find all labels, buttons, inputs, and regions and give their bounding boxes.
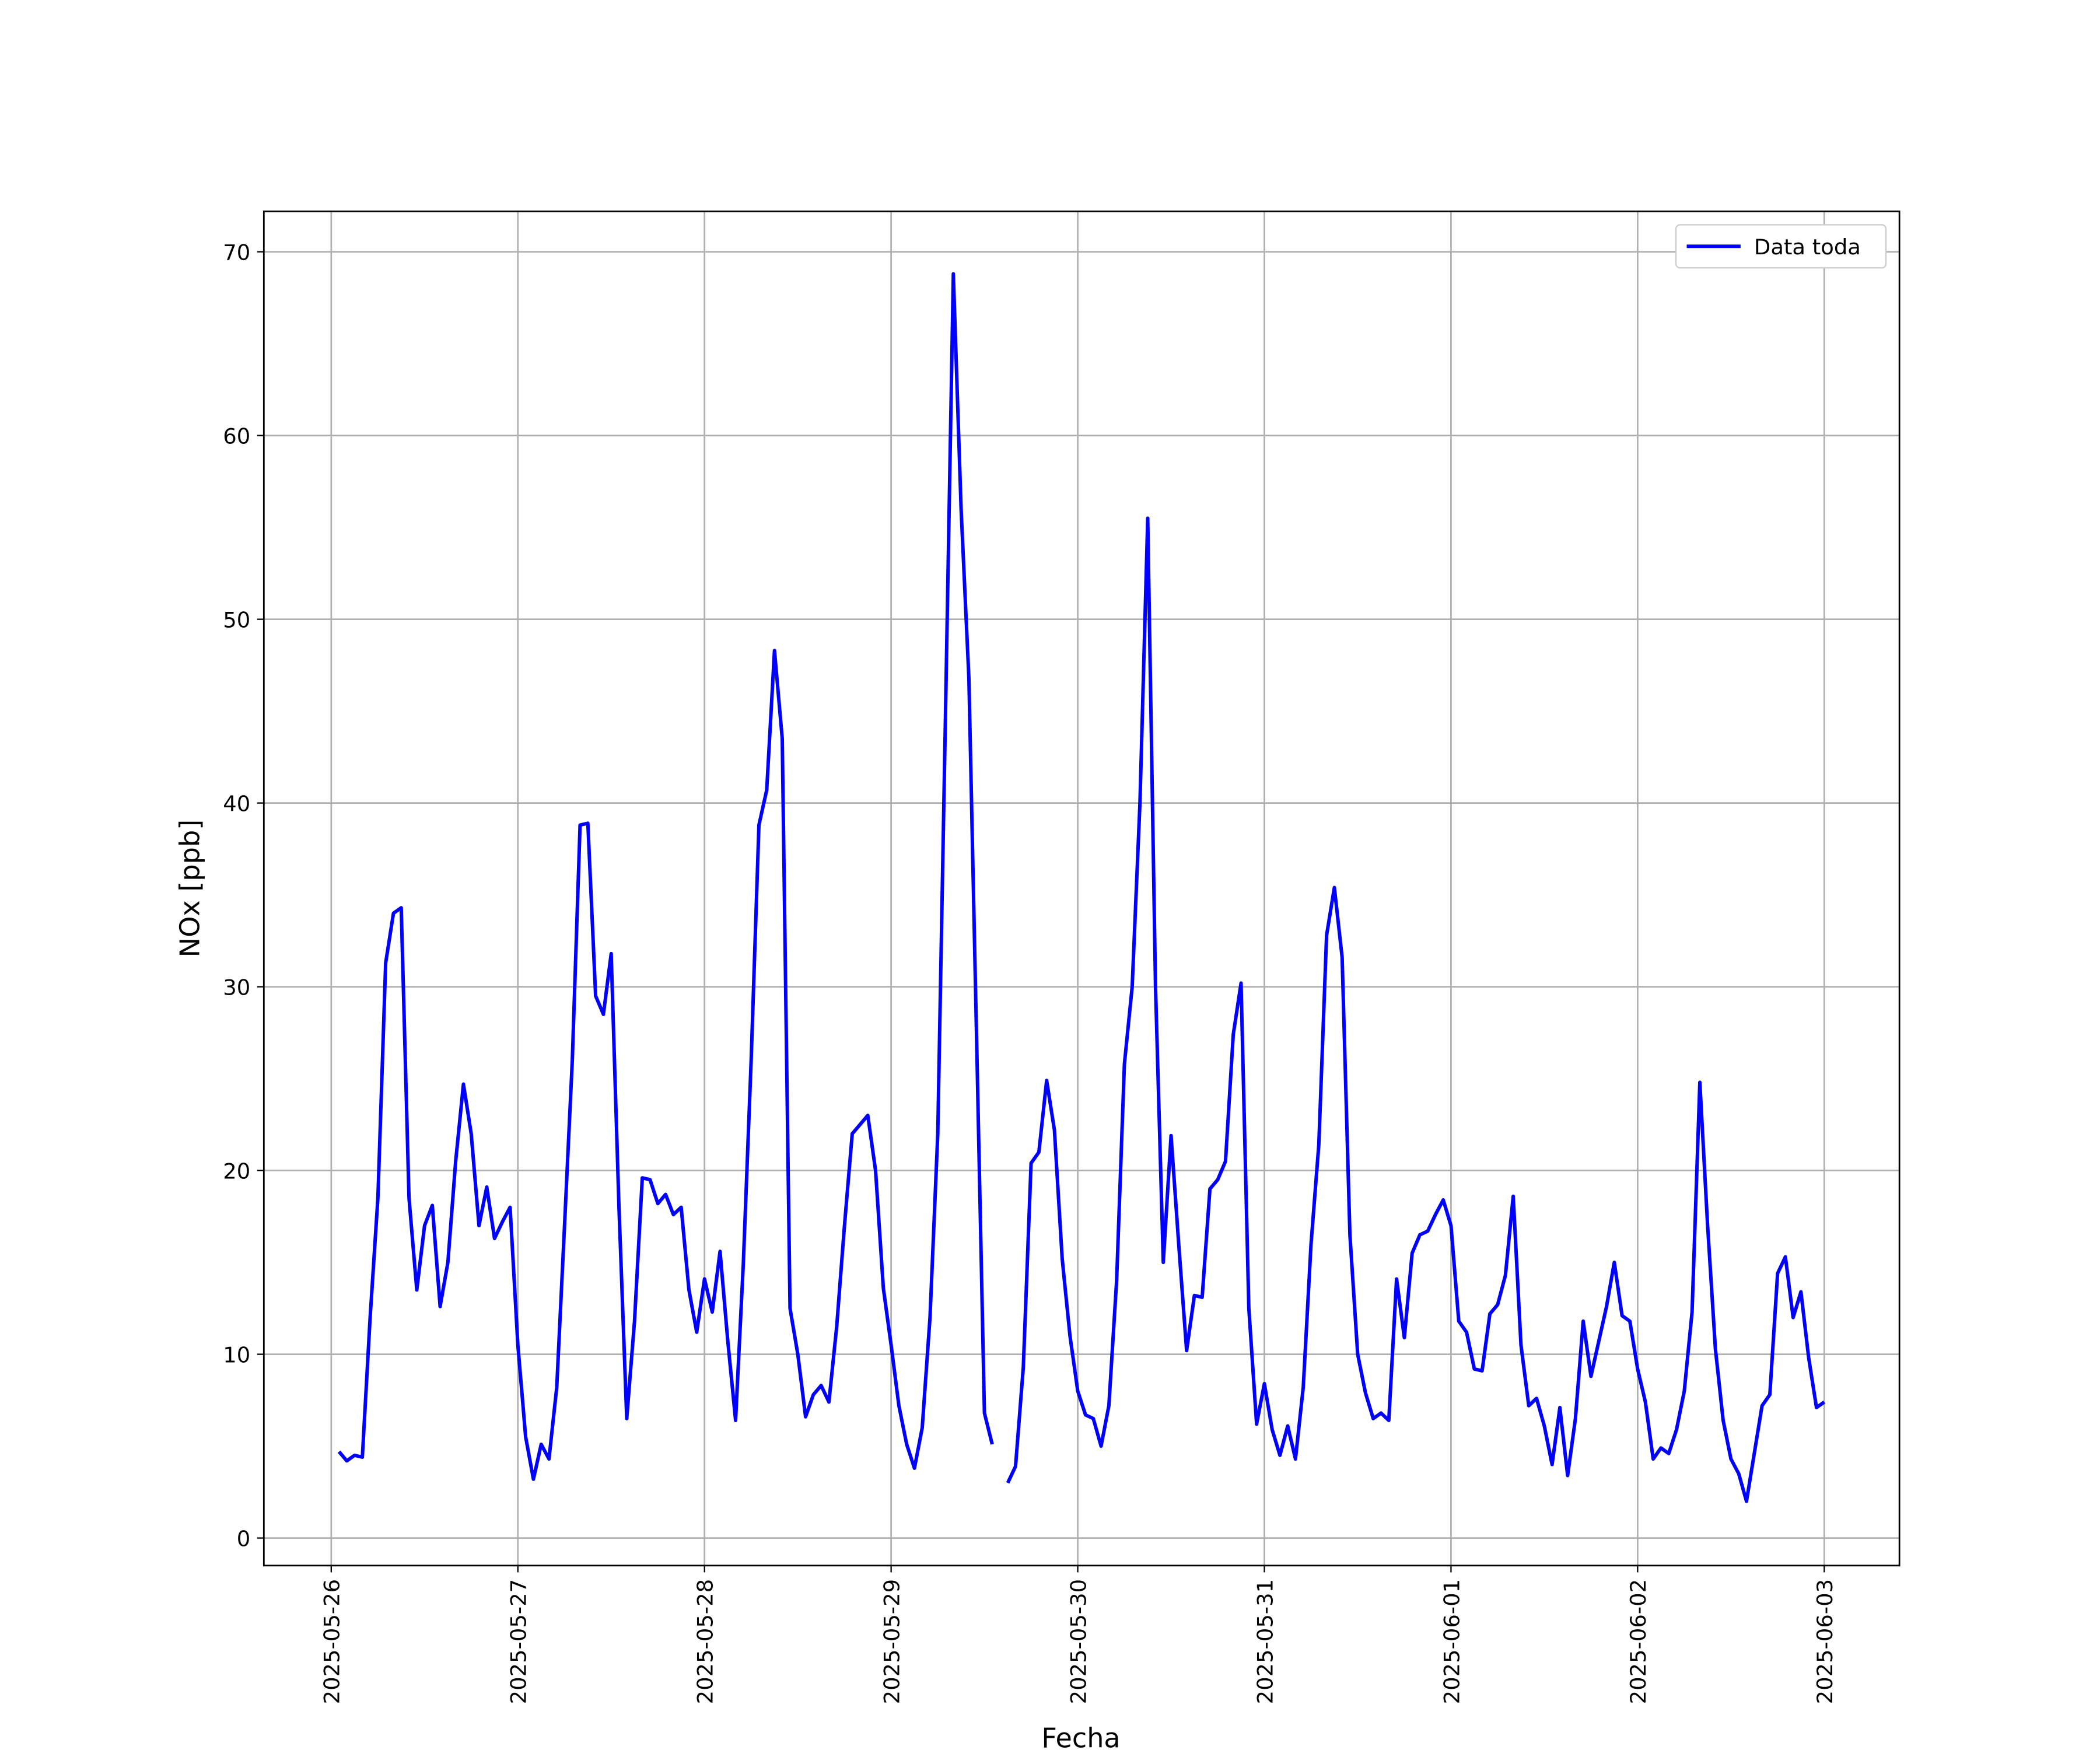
y-tick-label: 10 bbox=[223, 1342, 250, 1367]
legend: Data toda bbox=[1675, 224, 1887, 269]
y-tick-label: 40 bbox=[223, 791, 250, 816]
y-tick-label: 30 bbox=[223, 975, 250, 1000]
data-line bbox=[337, 272, 1826, 1503]
x-tick-label: 2025-06-01 bbox=[1439, 1579, 1464, 1704]
legend-label: Data toda bbox=[1754, 235, 1861, 260]
axes-frame bbox=[262, 210, 1901, 1567]
x-tick-label: 2025-05-26 bbox=[320, 1579, 345, 1704]
legend-box bbox=[1675, 224, 1887, 269]
x-tick-label: 2025-05-27 bbox=[506, 1579, 531, 1704]
x-tick-label: 2025-05-29 bbox=[879, 1579, 904, 1704]
y-tick-label: 60 bbox=[223, 424, 250, 449]
x-tick-label: 2025-05-28 bbox=[693, 1579, 718, 1704]
plot-area bbox=[337, 272, 1826, 1503]
ticks: 0 10 20 30 40 50 60 70 2025-05-26 2025-05-27 2025-… bbox=[223, 240, 1838, 1704]
x-tick-label: 2025-06-02 bbox=[1626, 1579, 1651, 1704]
y-tick-label: 0 bbox=[237, 1526, 250, 1551]
x-axis-label: Fecha bbox=[1041, 1722, 1120, 1750]
y-tick-label: 70 bbox=[223, 240, 250, 265]
x-tick-label: 2025-06-03 bbox=[1812, 1579, 1838, 1704]
y-tick-label: 50 bbox=[223, 607, 250, 632]
x-tick-label: 2025-05-31 bbox=[1252, 1579, 1278, 1704]
x-tick-label: 2025-05-30 bbox=[1066, 1579, 1091, 1704]
y-tick-label: 20 bbox=[223, 1158, 250, 1184]
y-axis-label: NOx [ppb] bbox=[174, 820, 206, 958]
